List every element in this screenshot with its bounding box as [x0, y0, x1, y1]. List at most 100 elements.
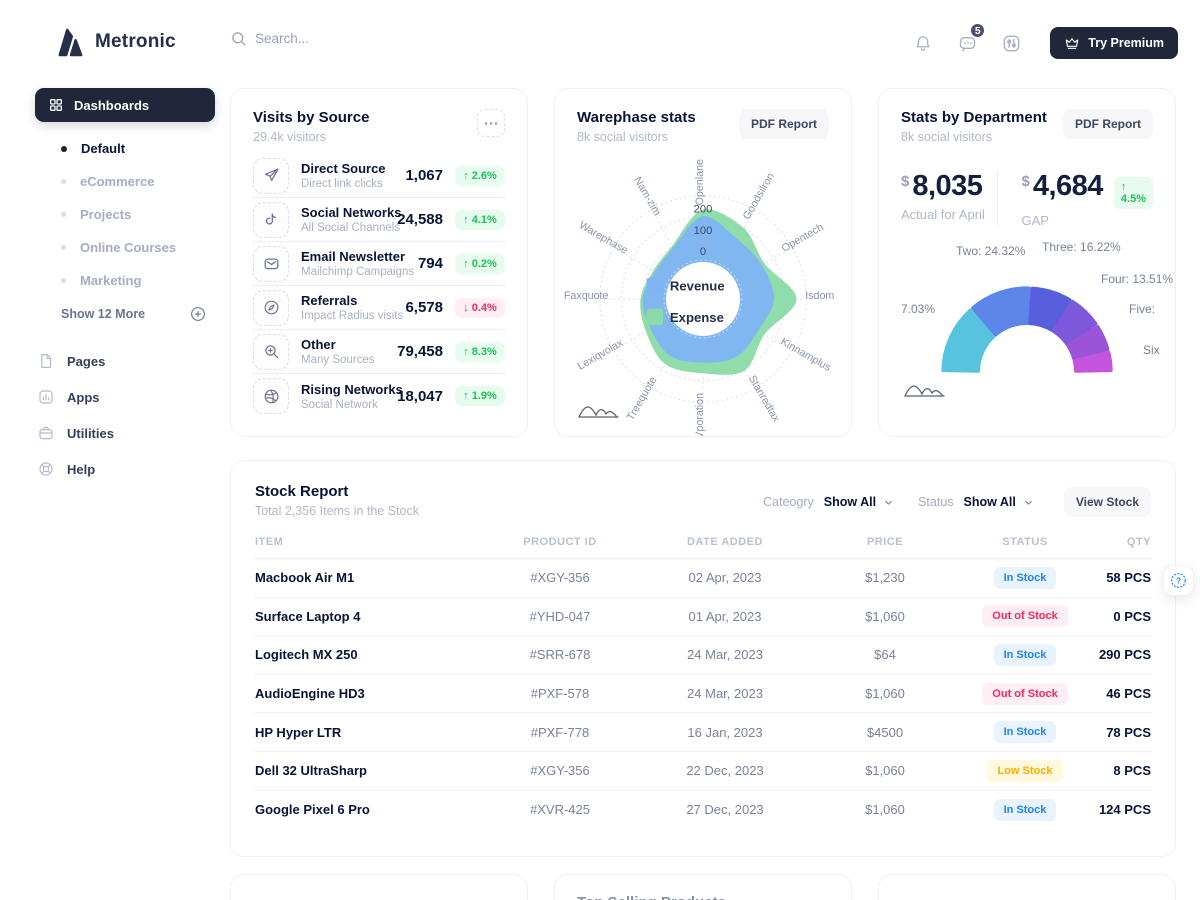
stock-table: ITEM PRODUCT ID DATE ADDED PRICE STATUS …	[255, 536, 1151, 829]
brand-name: Metronic	[95, 31, 176, 52]
card-title: Top Selling Products	[577, 894, 829, 900]
sidebar-item-projects[interactable]: Projects	[35, 198, 215, 231]
sidebar-nav: Pages Apps Utilities Help	[35, 343, 215, 487]
gauge-segment-label: 7.03%	[901, 302, 936, 316]
pdf-report-button[interactable]: PDF Report	[739, 109, 829, 139]
sidebar-item-pages[interactable]: Pages	[35, 343, 215, 379]
kpi-value: 4,684	[1032, 170, 1104, 202]
card-menu-button[interactable]: ⋯	[477, 109, 505, 137]
cell-product-id: #YHD-047	[529, 608, 591, 624]
card-subtitle: 8k social visitors	[577, 130, 668, 144]
table-row[interactable]: Google Pixel 6 Pro #XVR-425 27 Dec, 2023…	[255, 791, 1151, 830]
status-badge: In Stock	[993, 566, 1057, 589]
chat-button[interactable]: 5	[952, 22, 987, 58]
help-float-button[interactable]: ?	[1163, 565, 1194, 596]
question-badge-icon: ?	[1171, 573, 1186, 588]
apps-switch-button[interactable]	[996, 28, 1026, 58]
cell-item: Dell 32 UltraSharp	[255, 763, 367, 779]
cell-date: 16 Jan, 2023	[687, 724, 763, 740]
gauge-segment-label: Four: 13.51%	[1101, 272, 1174, 286]
visit-source-row[interactable]: Social Networks All Social Channels 24,5…	[253, 198, 505, 242]
source-name: Other	[301, 337, 336, 352]
envelope-icon	[253, 245, 289, 282]
source-desc: Impact Radius visits	[301, 310, 404, 322]
notifications-button[interactable]	[908, 28, 938, 58]
cell-status: Out of Stock	[955, 605, 1095, 628]
column-header: DATE ADDED	[687, 536, 763, 548]
column-header: PRICE	[866, 536, 904, 548]
try-premium-button[interactable]: Try Premium	[1050, 27, 1178, 59]
plus-circle-icon	[191, 307, 205, 321]
show-more-button[interactable]: Show 12 More	[35, 297, 215, 331]
delta-badge: ↑ 8.3%	[455, 341, 505, 362]
sidebar-item-default[interactable]: Default	[35, 132, 215, 165]
source-name: Rising Networks	[301, 381, 403, 397]
table-row[interactable]: Logitech MX 250 #SRR-678 24 Mar, 2023 $6…	[255, 636, 1151, 675]
cell-qty: 46 PCS	[1106, 686, 1151, 702]
view-stock-button[interactable]: View Stock	[1063, 487, 1151, 517]
chevron-down-icon	[1025, 500, 1032, 505]
source-value: 79,458	[397, 343, 443, 360]
source-value: 18,047	[397, 387, 443, 405]
cell-qty: 58 PCS	[1106, 570, 1151, 586]
visit-source-row[interactable]: Other Many Sources 79,458 ↑ 8.3%	[253, 330, 505, 374]
sidebar-item-dashboards[interactable]: Dashboards	[35, 88, 215, 122]
visit-source-row[interactable]: Email Newsletter Mailchimp Campaigns 794…	[253, 242, 505, 286]
sidebar-item-help[interactable]: Help	[35, 451, 215, 487]
sidebar-item-apps[interactable]: Apps	[35, 379, 215, 415]
svg-text:Revenue: Revenue	[670, 279, 725, 294]
source-name: Social Networks	[301, 205, 402, 220]
svg-text:200: 200	[694, 203, 713, 215]
visit-source-row[interactable]: Direct Source Direct link clicks 1,067 ↑…	[253, 154, 505, 198]
grid-icon	[50, 99, 62, 111]
metronic-logo-icon	[58, 28, 83, 57]
sidebar-item-ecommerce[interactable]: eCommerce	[35, 165, 215, 198]
cell-date: 22 Dec, 2023	[686, 763, 764, 779]
cell-product-id: #XGY-356	[530, 763, 590, 779]
svg-text:Treequote: Treequote	[625, 375, 660, 423]
cell-item: Google Pixel 6 Pro	[255, 802, 370, 818]
table-row[interactable]: HP Hyper LTR #PXF-778 16 Jan, 2023 $4500…	[255, 713, 1151, 752]
delta-badge: ↑ 1.9%	[455, 386, 505, 406]
search-input[interactable]	[255, 31, 465, 46]
status-badge: In Stock	[993, 721, 1057, 744]
table-row[interactable]: AudioEngine HD3 #PXF-578 24 Mar, 2023 $1…	[255, 675, 1151, 714]
category-select[interactable]: Show All	[824, 495, 894, 509]
sidebar-item-utilities[interactable]: Utilities	[35, 415, 215, 451]
table-body: Macbook Air M1 #XGY-356 02 Apr, 2023 $1,…	[255, 559, 1151, 829]
brand-logo[interactable]: Metronic	[55, 26, 176, 58]
category-filter-label: Cateogry	[763, 495, 814, 509]
cell-price: $4500	[866, 724, 904, 740]
crown-icon	[1066, 38, 1079, 49]
kpi-gap: $ 4,684 ↑ 4.5% GAP	[1022, 170, 1153, 228]
cell-status: In Stock	[955, 798, 1095, 821]
search-bar[interactable]	[230, 30, 490, 47]
pdf-report-button[interactable]: PDF Report	[1063, 109, 1153, 139]
chat-icon	[959, 36, 975, 52]
gauge-segment-label: Three: 16.22%	[1042, 240, 1121, 254]
source-name: Referrals	[301, 293, 358, 308]
sidebar-item-marketing[interactable]: Marketing	[35, 264, 215, 297]
table-row[interactable]: Macbook Air M1 #XGY-356 02 Apr, 2023 $1,…	[255, 559, 1151, 598]
visit-source-row[interactable]: Referrals Impact Radius visits 6,578 ↓ 0…	[253, 286, 505, 330]
ball-icon	[253, 378, 289, 414]
visits-by-source-card: Visits by Source 29.4k visitors ⋯ Direct…	[230, 88, 528, 437]
header-actions: 5 Try Premium	[908, 22, 1178, 59]
sidebar-item-online-courses[interactable]: Online Courses	[35, 231, 215, 264]
gauge-segment-label: Six	[1143, 343, 1160, 357]
visit-source-row[interactable]: Rising Networks Social Network 18,047 ↑ …	[253, 374, 505, 418]
cell-price: $64	[874, 647, 896, 663]
source-value: 794	[417, 255, 443, 272]
cell-date: 24 Mar, 2023	[687, 686, 763, 702]
table-row[interactable]: Surface Laptop 4 #YHD-047 01 Apr, 2023 $…	[255, 598, 1151, 637]
svg-text:Openlane: Openlane	[694, 159, 706, 205]
bullet-icon	[61, 212, 66, 217]
status-select[interactable]: Show All	[964, 495, 1034, 509]
cell-date: 02 Apr, 2023	[688, 570, 762, 586]
mountain-sketch-icon	[578, 406, 619, 418]
cell-status: Low Stock	[955, 759, 1095, 782]
table-row[interactable]: Dell 32 UltraSharp #XGY-356 22 Dec, 2023…	[255, 752, 1151, 791]
bell-icon	[916, 36, 930, 51]
svg-text:0: 0	[700, 246, 706, 258]
